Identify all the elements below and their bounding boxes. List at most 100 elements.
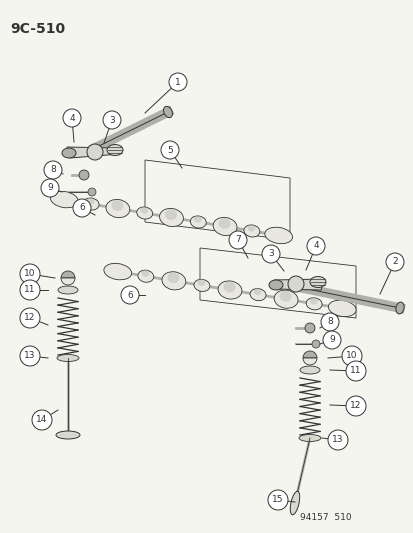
Ellipse shape bbox=[309, 277, 325, 287]
Text: 4: 4 bbox=[69, 114, 75, 123]
Ellipse shape bbox=[58, 286, 78, 294]
Text: 94157  510: 94157 510 bbox=[299, 513, 351, 522]
Ellipse shape bbox=[107, 144, 123, 156]
Ellipse shape bbox=[218, 218, 230, 229]
Ellipse shape bbox=[111, 200, 123, 211]
Ellipse shape bbox=[138, 270, 153, 282]
Ellipse shape bbox=[290, 491, 299, 515]
Ellipse shape bbox=[273, 290, 297, 308]
Circle shape bbox=[87, 144, 103, 160]
Circle shape bbox=[20, 308, 40, 328]
Ellipse shape bbox=[247, 224, 255, 232]
Ellipse shape bbox=[395, 302, 403, 314]
Ellipse shape bbox=[253, 288, 261, 295]
Ellipse shape bbox=[104, 263, 131, 280]
Circle shape bbox=[88, 188, 96, 196]
Text: 13: 13 bbox=[24, 351, 36, 360]
Ellipse shape bbox=[190, 216, 206, 228]
Ellipse shape bbox=[167, 272, 179, 283]
Ellipse shape bbox=[136, 207, 152, 219]
Text: 15: 15 bbox=[272, 496, 283, 505]
Text: 11: 11 bbox=[24, 286, 36, 295]
Text: 1: 1 bbox=[175, 77, 180, 86]
Text: 12: 12 bbox=[349, 401, 361, 410]
Circle shape bbox=[73, 199, 91, 217]
Text: 4: 4 bbox=[312, 241, 318, 251]
Circle shape bbox=[20, 264, 40, 284]
Ellipse shape bbox=[264, 227, 292, 244]
Circle shape bbox=[345, 396, 365, 416]
Circle shape bbox=[121, 286, 139, 304]
Ellipse shape bbox=[106, 199, 130, 217]
Text: 7: 7 bbox=[235, 236, 240, 245]
Text: 10: 10 bbox=[24, 270, 36, 279]
Circle shape bbox=[103, 111, 121, 129]
Ellipse shape bbox=[163, 107, 172, 118]
Text: 6: 6 bbox=[79, 204, 85, 213]
Ellipse shape bbox=[83, 198, 99, 210]
Text: 12: 12 bbox=[24, 313, 36, 322]
Circle shape bbox=[44, 161, 62, 179]
Ellipse shape bbox=[279, 291, 291, 302]
Circle shape bbox=[306, 237, 324, 255]
Ellipse shape bbox=[86, 197, 95, 205]
Circle shape bbox=[20, 346, 40, 366]
Wedge shape bbox=[61, 271, 75, 278]
Circle shape bbox=[63, 109, 81, 127]
Ellipse shape bbox=[57, 354, 79, 361]
Ellipse shape bbox=[197, 279, 205, 286]
Text: 2: 2 bbox=[391, 257, 397, 266]
Polygon shape bbox=[67, 147, 120, 158]
Ellipse shape bbox=[140, 206, 148, 214]
Ellipse shape bbox=[306, 298, 321, 310]
Ellipse shape bbox=[213, 217, 237, 236]
Circle shape bbox=[322, 331, 340, 349]
Circle shape bbox=[161, 141, 178, 159]
Text: 8: 8 bbox=[50, 166, 56, 174]
Ellipse shape bbox=[218, 281, 241, 299]
Text: 14: 14 bbox=[36, 416, 47, 424]
Text: 11: 11 bbox=[349, 367, 361, 376]
Wedge shape bbox=[302, 358, 316, 365]
Circle shape bbox=[261, 245, 279, 263]
Circle shape bbox=[41, 179, 59, 197]
Text: 10: 10 bbox=[345, 351, 357, 360]
Circle shape bbox=[20, 280, 40, 300]
Ellipse shape bbox=[194, 279, 209, 292]
Circle shape bbox=[267, 490, 287, 510]
Ellipse shape bbox=[62, 148, 76, 158]
Wedge shape bbox=[61, 278, 75, 285]
Text: 9: 9 bbox=[47, 183, 53, 192]
Circle shape bbox=[304, 323, 314, 333]
Circle shape bbox=[320, 313, 338, 331]
Text: 3: 3 bbox=[268, 249, 273, 259]
Circle shape bbox=[169, 73, 187, 91]
Circle shape bbox=[341, 346, 361, 366]
Text: 9C-510: 9C-510 bbox=[10, 22, 65, 36]
Ellipse shape bbox=[268, 280, 282, 290]
Ellipse shape bbox=[141, 270, 149, 277]
Circle shape bbox=[345, 361, 365, 381]
Circle shape bbox=[287, 276, 303, 292]
Circle shape bbox=[79, 170, 89, 180]
Ellipse shape bbox=[298, 434, 320, 441]
Wedge shape bbox=[302, 351, 316, 358]
Ellipse shape bbox=[159, 208, 183, 227]
Ellipse shape bbox=[309, 297, 317, 304]
Ellipse shape bbox=[328, 300, 355, 317]
Ellipse shape bbox=[193, 215, 201, 223]
Text: 8: 8 bbox=[326, 318, 332, 327]
Text: 13: 13 bbox=[332, 435, 343, 445]
Ellipse shape bbox=[249, 288, 266, 301]
Ellipse shape bbox=[243, 225, 259, 237]
Polygon shape bbox=[273, 279, 323, 290]
Circle shape bbox=[327, 430, 347, 450]
Ellipse shape bbox=[299, 366, 319, 374]
Circle shape bbox=[311, 340, 319, 348]
Ellipse shape bbox=[161, 272, 185, 290]
Circle shape bbox=[385, 253, 403, 271]
Circle shape bbox=[228, 231, 247, 249]
Ellipse shape bbox=[165, 209, 177, 220]
Ellipse shape bbox=[50, 191, 78, 208]
Ellipse shape bbox=[223, 281, 235, 293]
